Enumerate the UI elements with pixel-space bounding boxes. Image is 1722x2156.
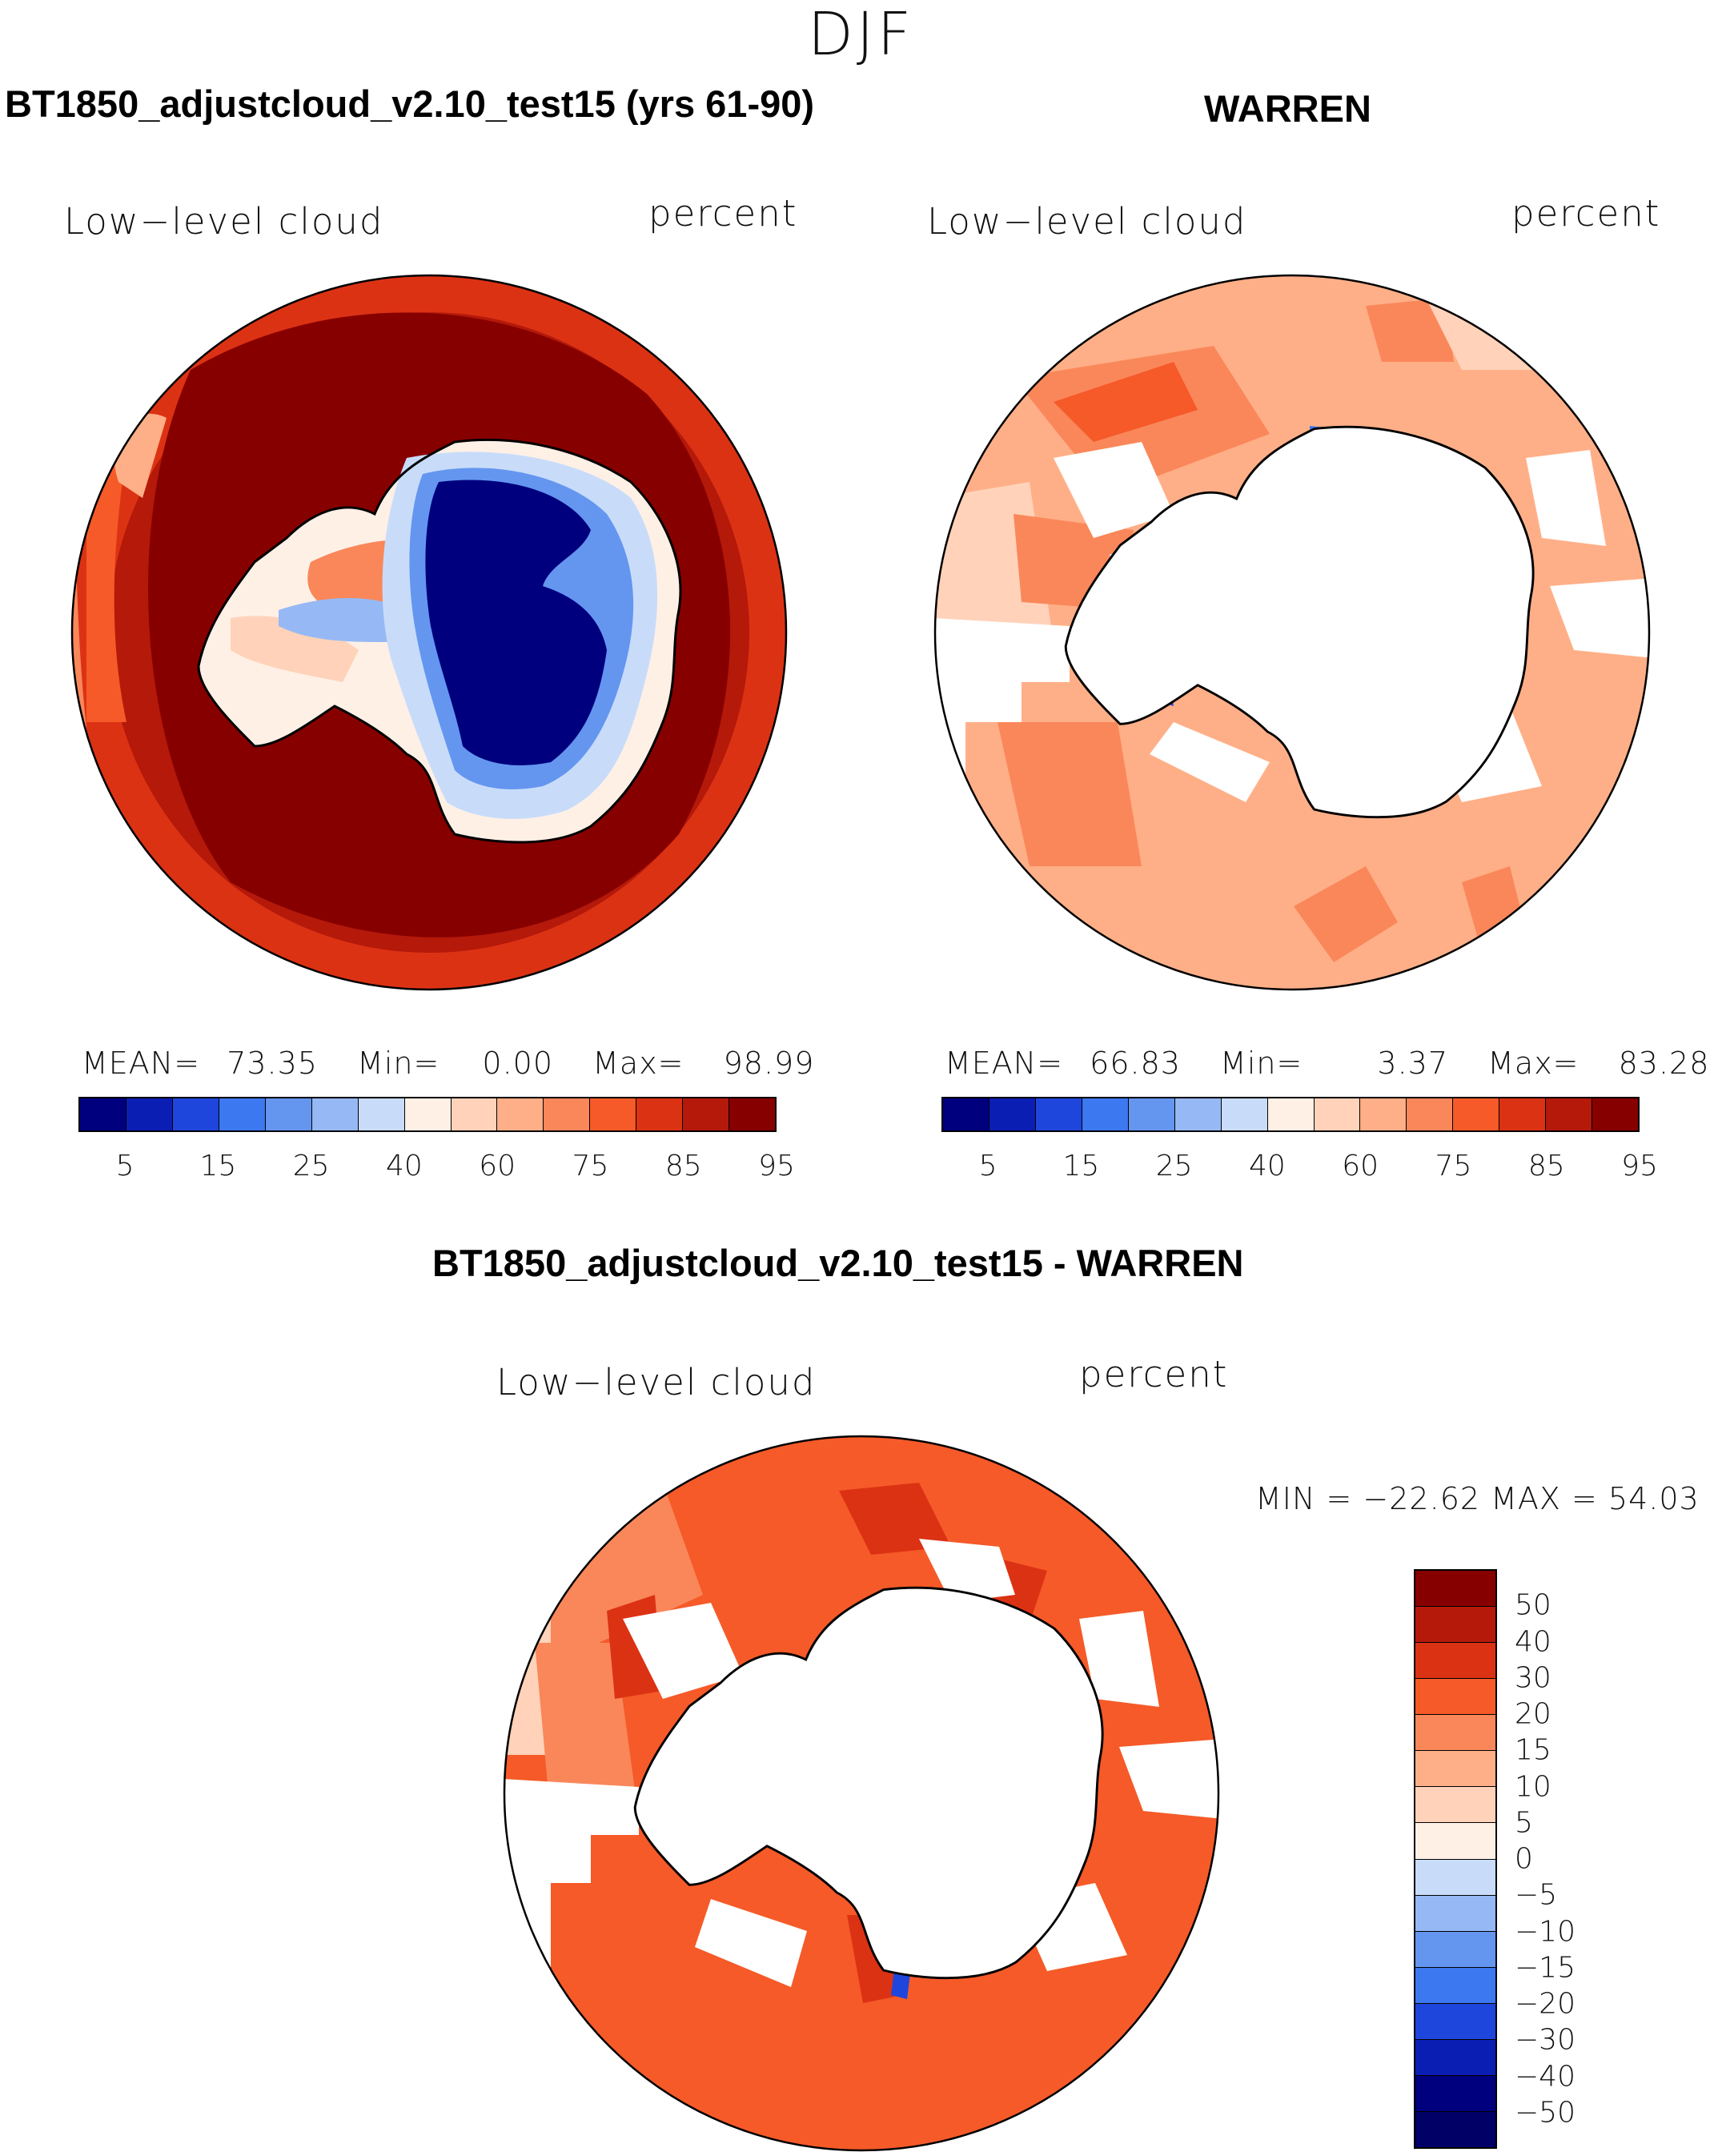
colorbar-swatch xyxy=(451,1098,498,1130)
colorbar-swatch xyxy=(1415,2003,1495,2040)
colorbar-swatch xyxy=(1453,1098,1500,1130)
panel3-units-label: percent xyxy=(1079,1353,1229,1395)
colorbar-swatch xyxy=(1415,1643,1495,1680)
colorbar-swatch xyxy=(1415,1715,1495,1752)
colorbar-swatch xyxy=(265,1098,312,1130)
colorbar-swatch xyxy=(404,1098,452,1130)
colorbar-swatch xyxy=(172,1098,219,1130)
panel2-map xyxy=(933,274,1651,991)
colorbar-tick-label: 95 xyxy=(758,1150,795,1182)
colorbar-tick-label: 10 xyxy=(1515,1770,1551,1803)
colorbar-swatch xyxy=(1415,2111,1495,2147)
colorbar-swatch xyxy=(1592,1098,1639,1130)
colorbar-swatch xyxy=(1415,1571,1495,1608)
colorbar-tick-label: 85 xyxy=(1527,1150,1565,1182)
colorbar-swatch xyxy=(1546,1098,1593,1130)
colorbar-tick-label: 15 xyxy=(1515,1733,1551,1767)
panel1-stats: MEAN= 73.35 Min= 0.00 Max= 98.99 xyxy=(82,1046,815,1081)
colorbar-swatch xyxy=(683,1098,730,1130)
colorbar-tick-label: −30 xyxy=(1515,2023,1575,2057)
colorbar-tick-label: −50 xyxy=(1515,2096,1575,2130)
colorbar-swatch xyxy=(636,1098,684,1130)
colorbar-swatch xyxy=(219,1098,266,1130)
colorbar-swatch xyxy=(311,1098,359,1130)
colorbar-swatch xyxy=(943,1098,989,1130)
colorbar-tick-label: 15 xyxy=(199,1150,237,1182)
colorbar-tick-label: −5 xyxy=(1515,1878,1558,1912)
colorbar-tick-label: 50 xyxy=(1515,1588,1551,1622)
colorbar-swatch xyxy=(1174,1098,1222,1130)
panel1-map xyxy=(70,274,788,991)
colorbar-swatch xyxy=(497,1098,544,1130)
colorbar-swatch xyxy=(126,1098,173,1130)
colorbar-tick-label: 25 xyxy=(1155,1150,1193,1182)
panel2-colorbar xyxy=(941,1097,1640,1132)
colorbar-swatch xyxy=(729,1098,776,1130)
panel1-variable-label: Low−level cloud xyxy=(64,200,384,243)
panel2-title: WARREN xyxy=(1204,87,1371,130)
colorbar-tick-label: 75 xyxy=(572,1150,609,1182)
colorbar-swatch xyxy=(1314,1098,1361,1130)
colorbar-tick-label: 60 xyxy=(1342,1150,1379,1182)
colorbar-swatch xyxy=(1360,1098,1407,1130)
colorbar-swatch xyxy=(1499,1098,1547,1130)
panel3-map xyxy=(503,1435,1220,2152)
colorbar-tick-label: 5 xyxy=(978,1150,997,1182)
season-title: DJF xyxy=(807,0,915,69)
panel3-minmax: MIN = −22.62 MAX = 54.03 xyxy=(1255,1481,1700,1516)
colorbar-swatch xyxy=(989,1098,1036,1130)
colorbar-tick-label: 40 xyxy=(386,1150,423,1182)
colorbar-swatch xyxy=(1415,1787,1495,1824)
colorbar-swatch xyxy=(1415,2075,1495,2112)
colorbar-tick-label: −15 xyxy=(1515,1951,1575,1985)
panel2-variable-label: Low−level cloud xyxy=(927,200,1247,243)
panel2-stats: MEAN= 66.83 Min= 3.37 Max= 83.28 xyxy=(945,1046,1710,1081)
colorbar-tick-label: 85 xyxy=(664,1150,702,1182)
colorbar-swatch xyxy=(1415,1895,1495,1932)
colorbar-tick-label: 15 xyxy=(1062,1150,1100,1182)
colorbar-swatch xyxy=(1415,1859,1495,1896)
colorbar-swatch xyxy=(1415,1967,1495,2004)
colorbar-tick-label: 5 xyxy=(115,1150,134,1182)
colorbar-swatch xyxy=(80,1098,126,1130)
colorbar-swatch xyxy=(1082,1098,1129,1130)
colorbar-swatch xyxy=(1407,1098,1454,1130)
colorbar-swatch xyxy=(1128,1098,1175,1130)
colorbar-swatch xyxy=(358,1098,405,1130)
colorbar-tick-label: −20 xyxy=(1515,1987,1575,2021)
colorbar-tick-label: 0 xyxy=(1515,1842,1533,1876)
colorbar-swatch xyxy=(1415,1751,1495,1788)
colorbar-tick-label: 30 xyxy=(1515,1661,1551,1695)
colorbar-swatch xyxy=(544,1098,591,1130)
colorbar-tick-label: 75 xyxy=(1435,1150,1472,1182)
colorbar-swatch xyxy=(1415,1607,1495,1644)
panel1-units-label: percent xyxy=(648,192,798,235)
colorbar-tick-label: 25 xyxy=(292,1150,330,1182)
colorbar-swatch xyxy=(1035,1098,1082,1130)
panel1-title: BT1850_adjustcloud_v2.10_test15 (yrs 61-… xyxy=(5,82,815,125)
colorbar-tick-label: 40 xyxy=(1515,1625,1551,1658)
colorbar-swatch xyxy=(1415,1823,1495,1860)
colorbar-tick-label: 40 xyxy=(1249,1150,1286,1182)
colorbar-swatch xyxy=(1415,2039,1495,2076)
colorbar-tick-label: 5 xyxy=(1515,1806,1533,1840)
colorbar-swatch xyxy=(1415,1931,1495,1968)
colorbar-tick-label: 60 xyxy=(479,1150,516,1182)
colorbar-tick-label: 20 xyxy=(1515,1697,1551,1731)
colorbar-tick-label: −40 xyxy=(1515,2060,1575,2093)
colorbar-swatch xyxy=(590,1098,637,1130)
panel3-title: BT1850_adjustcloud_v2.10_test15 - WARREN xyxy=(432,1242,1244,1284)
panel2-units-label: percent xyxy=(1511,192,1661,235)
panel1-colorbar xyxy=(78,1097,777,1132)
panel3-colorbar xyxy=(1414,1569,1497,2149)
colorbar-tick-label: −10 xyxy=(1515,1915,1575,1948)
colorbar-swatch xyxy=(1415,1679,1495,1716)
panel3-variable-label: Low−level cloud xyxy=(496,1361,817,1403)
colorbar-swatch xyxy=(1221,1098,1268,1130)
colorbar-tick-label: 95 xyxy=(1621,1150,1658,1182)
colorbar-swatch xyxy=(1267,1098,1315,1130)
